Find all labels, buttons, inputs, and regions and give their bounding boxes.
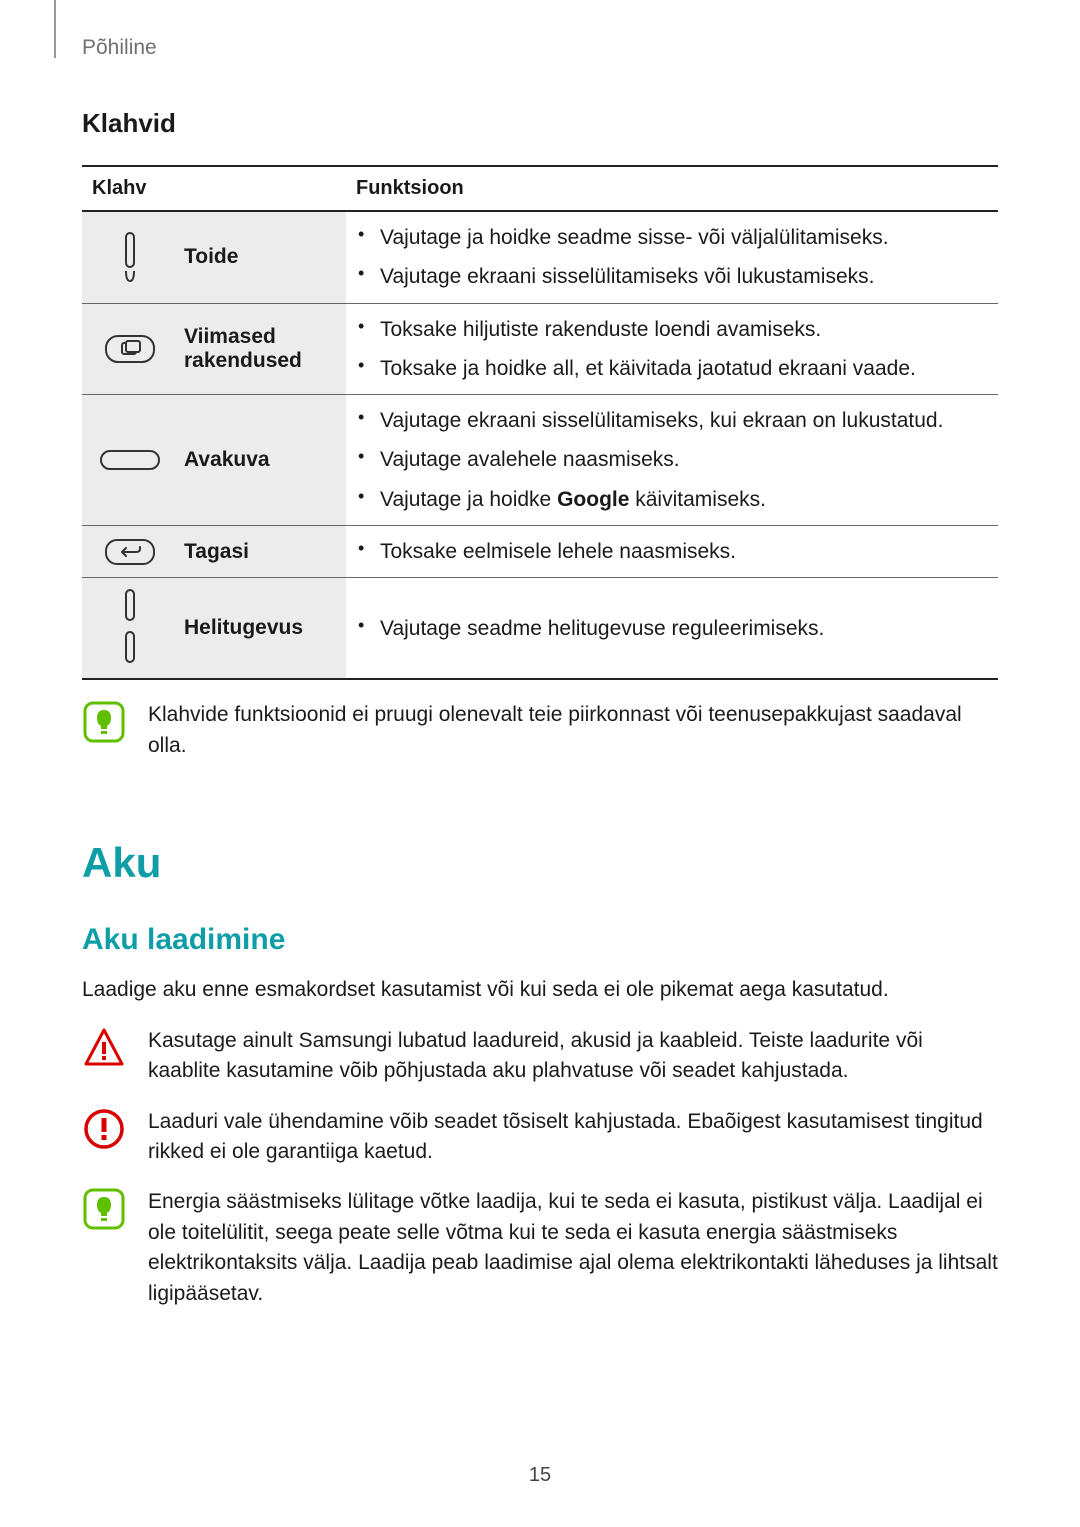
back-button-icon	[82, 526, 178, 578]
function-item: Toksake ja hoidke all, et käivitada jaot…	[352, 349, 992, 388]
function-item: Vajutage ja hoidke Google käivitamiseks.	[352, 480, 992, 519]
key-functions: Vajutage ja hoidke seadme sisse- või väl…	[346, 211, 998, 303]
caution-block: Laaduri vale ühendamine võib seadet tõsi…	[82, 1107, 998, 1168]
page-number: 15	[0, 1464, 1080, 1487]
function-item: Vajutage seadme helitugevuse reguleerimi…	[352, 609, 992, 648]
warning-block: Kasutage ainult Samsungi lubatud laadure…	[82, 1026, 998, 1087]
function-item: Toksake eelmisele lehele naasmiseks.	[352, 532, 992, 571]
tip-text: Energia säästmiseks lülitage võtke laadi…	[148, 1187, 998, 1309]
key-name: Helitugevus	[178, 578, 346, 680]
caution-text: Laaduri vale ühendamine võib seadet tõsi…	[148, 1107, 998, 1168]
recent-apps-icon	[82, 303, 178, 395]
table-row: Viimased rakendused Toksake hiljutiste r…	[82, 303, 998, 395]
function-text-post: käivitamiseks.	[629, 488, 766, 511]
tip-icon	[82, 700, 126, 744]
tip-block: Energia säästmiseks lülitage võtke laadi…	[82, 1187, 998, 1309]
section-breadcrumb: Põhiline	[82, 36, 157, 60]
key-functions: Vajutage seadme helitugevuse reguleerimi…	[346, 578, 998, 680]
function-text-bold: Google	[557, 488, 629, 511]
home-button-icon	[82, 395, 178, 526]
function-item: Vajutage ja hoidke seadme sisse- või väl…	[352, 218, 992, 257]
tip-icon	[82, 1187, 126, 1231]
keys-heading: Klahvid	[82, 108, 998, 139]
table-row: Toide Vajutage ja hoidke seadme sisse- v…	[82, 211, 998, 303]
key-name: Avakuva	[178, 395, 346, 526]
key-name: Tagasi	[178, 526, 346, 578]
battery-subheading: Aku laadimine	[82, 923, 998, 957]
note-block: Klahvide funktsioonid ei pruugi oleneval…	[82, 700, 998, 761]
key-functions: Toksake hiljutiste rakenduste loendi ava…	[346, 303, 998, 395]
header-rule	[54, 0, 56, 58]
key-name: Viimased rakendused	[178, 303, 346, 395]
warning-text: Kasutage ainult Samsungi lubatud laadure…	[148, 1026, 998, 1087]
note-text: Klahvide funktsioonid ei pruugi oleneval…	[148, 700, 998, 761]
function-item: Vajutage avalehele naasmiseks.	[352, 440, 992, 479]
function-text-pre: Vajutage ja hoidke	[380, 488, 557, 511]
battery-intro: Laadige aku enne esmakordset kasutamist …	[82, 975, 998, 1005]
table-row: Helitugevus Vajutage seadme helitugevuse…	[82, 578, 998, 680]
col-header-key: Klahv	[82, 166, 346, 211]
key-name: Toide	[178, 211, 346, 303]
function-item: Vajutage ekraani sisselülitamiseks või l…	[352, 257, 992, 296]
table-row: Tagasi Toksake eelmisele lehele naasmise…	[82, 526, 998, 578]
function-item: Toksake hiljutiste rakenduste loendi ava…	[352, 310, 992, 349]
volume-buttons-icon	[82, 578, 178, 680]
power-button-icon	[82, 211, 178, 303]
table-row: Avakuva Vajutage ekraani sisselülitamise…	[82, 395, 998, 526]
col-header-function: Funktsioon	[346, 166, 998, 211]
keys-table: Klahv Funktsioon Toide Vajutage ja hoidk…	[82, 165, 998, 680]
page-content: Klahvid Klahv Funktsioon Toide	[82, 108, 998, 1309]
battery-heading: Aku	[82, 839, 998, 887]
caution-icon	[82, 1107, 126, 1151]
warning-icon	[82, 1026, 126, 1070]
function-item: Vajutage ekraani sisselülitamiseks, kui …	[352, 401, 992, 440]
key-functions: Toksake eelmisele lehele naasmiseks.	[346, 526, 998, 578]
key-functions: Vajutage ekraani sisselülitamiseks, kui …	[346, 395, 998, 526]
